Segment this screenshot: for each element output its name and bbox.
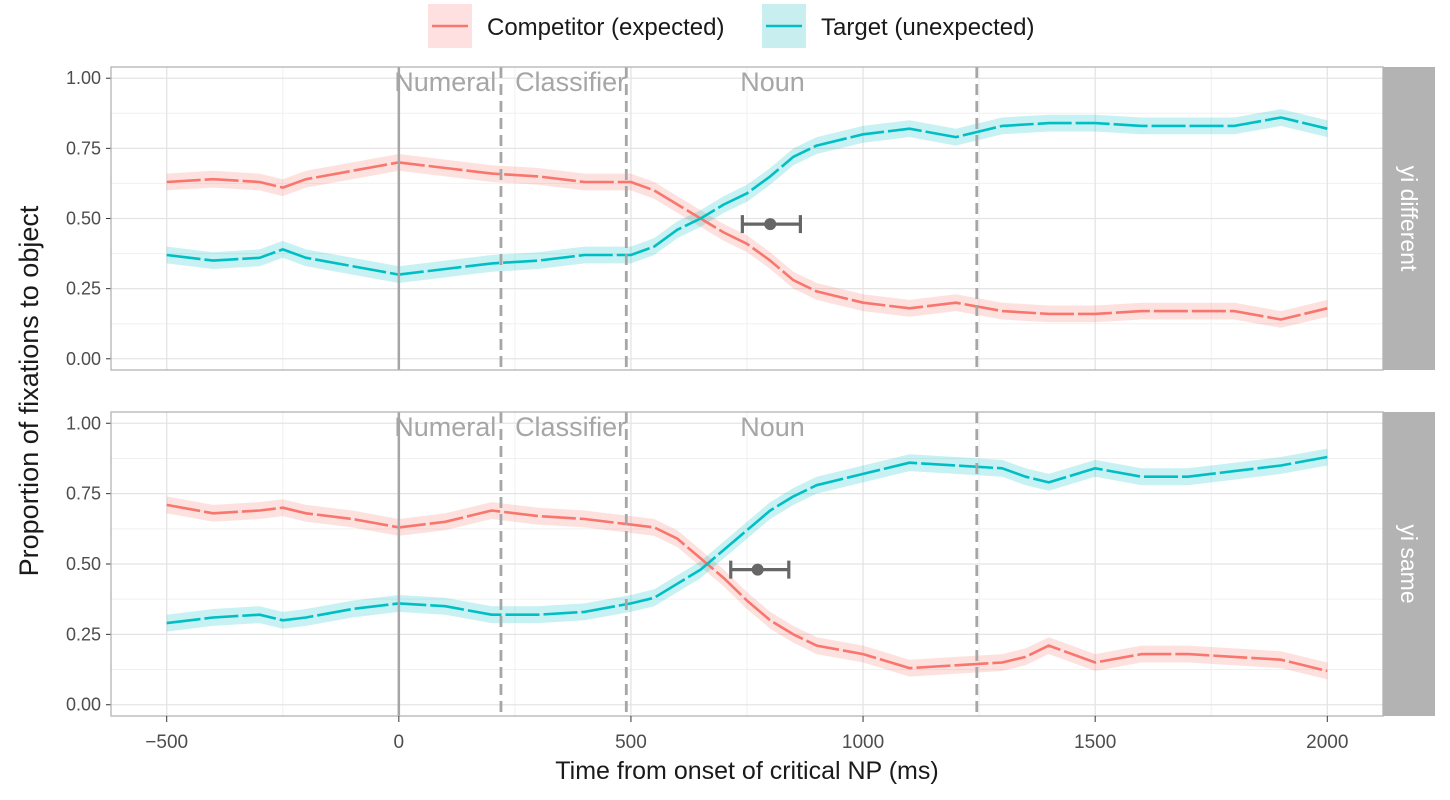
legend-label: Target (unexpected) <box>821 14 1034 41</box>
x-tick-label: −500 <box>145 732 188 753</box>
x-tick-label: 500 <box>615 732 647 753</box>
x-tick-label: 1500 <box>1074 732 1116 753</box>
region-label-noun: Noun <box>740 412 805 442</box>
panels: 0.00 0.25 0.50 0.75 1.00 Numeral Classifier Nou… <box>66 66 1435 717</box>
ribbon-target <box>166 448 1328 632</box>
y-tick-label: 1.00 <box>66 413 101 433</box>
series-line-competitor <box>166 161 1328 321</box>
region-label-noun: Noun <box>740 67 805 97</box>
legend-entry: Competitor (expected) <box>428 4 724 48</box>
facet-strip-label: yi different <box>1396 166 1422 272</box>
estimate-point <box>764 218 777 231</box>
x-tick-label: 1000 <box>842 732 884 753</box>
y-tick-label: 0.75 <box>66 138 101 158</box>
region-label-numeral: Numeral <box>394 67 496 97</box>
y-tick-label: 0.50 <box>66 209 101 229</box>
y-tick-label: 0.00 <box>66 349 101 369</box>
ribbon-competitor <box>166 496 1328 680</box>
y-tick-label: 0.25 <box>66 279 101 299</box>
x-tick-label: 2000 <box>1306 732 1348 753</box>
legend-entry: Target (unexpected) <box>762 4 1034 48</box>
y-axis-label: Proportion of fixations to object <box>14 205 44 576</box>
y-tick-label: 0.50 <box>66 554 101 574</box>
region-label-classifier: Classifier <box>515 412 626 442</box>
y-tick-label: 0.25 <box>66 624 101 644</box>
facet-strip <box>1383 67 1435 370</box>
series-line-competitor <box>166 503 1328 673</box>
panel-yi-different: 0.00 0.25 0.50 0.75 1.00 Numeral Classifier Nou… <box>66 66 1435 371</box>
legend-label: Competitor (expected) <box>487 14 724 41</box>
region-label-numeral: Numeral <box>394 412 496 442</box>
legend: Competitor (expected) Target (unexpected) <box>428 4 1034 48</box>
x-axis-label: Time from onset of critical NP (ms) <box>555 757 938 785</box>
panel-yi-same: 0.00 0.25 0.50 0.75 1.00 Numeral Classifier Nou… <box>66 411 1435 717</box>
y-tick-labels: 0.00 0.25 0.50 0.75 1.00 <box>66 413 111 715</box>
y-tick-labels: 0.00 0.25 0.50 0.75 1.00 <box>66 68 111 369</box>
estimate-point <box>751 563 764 576</box>
y-tick-label: 0.00 <box>66 695 101 715</box>
ribbon-target <box>166 109 1328 283</box>
region-label-classifier: Classifier <box>515 67 626 97</box>
facet-strip-label: yi same <box>1396 524 1422 603</box>
y-tick-label: 1.00 <box>66 68 101 88</box>
x-axis: −500 0 500 1000 1500 2000 <box>145 716 1348 753</box>
facet-strip <box>1383 412 1435 716</box>
y-tick-label: 0.75 <box>66 484 101 504</box>
series-line-target <box>166 116 1328 276</box>
ribbon-competitor <box>166 154 1328 328</box>
x-tick-label: 0 <box>394 732 405 753</box>
series-line-target <box>166 455 1328 625</box>
